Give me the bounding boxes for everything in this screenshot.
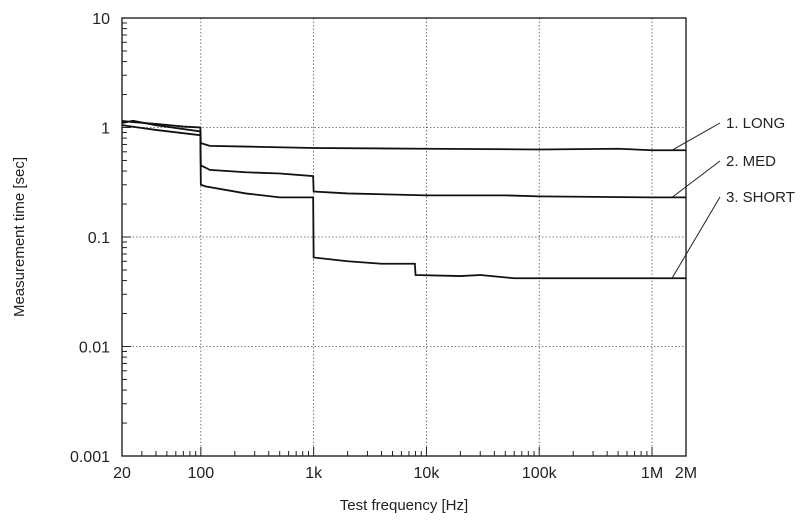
y-tick-label: 0.001 [70,449,110,466]
minor-ticks-layer [121,22,687,457]
y-tick-label: 0.1 [88,230,110,247]
legend-label-1: 1. LONG [726,115,785,132]
legend-leader-line [671,196,721,279]
x-tick-label: 10k [414,465,441,482]
legend-label-2: 2. MED [726,153,776,170]
legend-leader-line [671,160,721,198]
x-tick-labels: 20 100 1k 10k 100k 1M 2M [113,465,697,482]
legend-leader-line [671,122,721,151]
series-line-1 [121,119,686,152]
x-tick-label: 2M [675,465,697,482]
y-tick-label: 10 [92,11,110,28]
legend-label-3: 3. SHORT [726,189,795,206]
y-tick-labels: 0.001 0.01 0.1 1 10 [70,11,110,466]
x-tick-label: 1k [305,465,323,482]
x-axis-title: Test frequency [Hz] [340,497,468,514]
legend-layer: 1. LONG 2. MED 3. SHORT [671,115,795,279]
grid-layer [122,18,686,456]
x-tick-label: 20 [113,465,131,482]
x-tick-label: 1M [641,465,663,482]
y-axis-title: Measurement time [sec] [11,157,28,317]
y-tick-label: 1 [101,121,110,138]
series-line-3 [121,124,686,280]
series-layer [121,119,686,280]
x-tick-label: 100 [187,465,214,482]
series-line-2 [121,119,686,199]
x-tick-label: 100k [522,465,558,482]
plot-frame [121,17,687,457]
y-tick-label: 0.01 [79,340,110,357]
